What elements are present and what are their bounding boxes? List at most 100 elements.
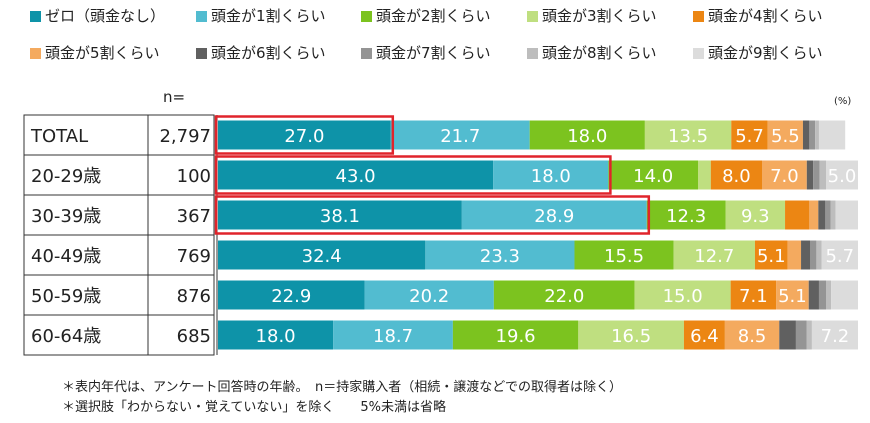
bar-segment — [461, 200, 647, 230]
legend-item-3: 頭金が2割くらい — [361, 6, 491, 26]
data-label: 18.7 — [373, 326, 413, 347]
data-label: 20.2 — [409, 286, 449, 307]
data-label: 16.5 — [611, 326, 651, 347]
data-label: 14.0 — [633, 166, 673, 187]
n-header: n= — [163, 88, 186, 106]
bar-segment — [762, 160, 807, 190]
row-label: 30-39歳 — [31, 206, 101, 227]
highlight-box — [214, 155, 612, 195]
data-label: 6.4 — [690, 326, 719, 347]
bar-segment — [835, 200, 858, 230]
legend-label: 頭金が1割くらい — [211, 7, 326, 25]
data-label: 27.0 — [284, 126, 324, 147]
bar-segment — [218, 240, 426, 270]
legend-item-10: 頭金が9割くらい — [693, 43, 823, 63]
legend-label: 頭金が5割くらい — [45, 44, 160, 62]
data-label: 7.1 — [739, 286, 768, 307]
bar-segment — [333, 320, 453, 350]
legend-label: ゼロ（頭金なし） — [45, 7, 166, 25]
legend-swatch — [527, 11, 538, 22]
bar-segment — [816, 240, 822, 270]
bar-segment — [818, 280, 826, 310]
highlight-box — [214, 115, 395, 155]
legend-item-1: ゼロ（頭金なし） — [30, 6, 165, 26]
bar-segment — [364, 280, 494, 310]
bar-segment — [710, 160, 762, 190]
legend-swatch — [30, 48, 41, 59]
legend-item-4: 頭金が3割くらい — [527, 6, 657, 26]
bar-segment — [826, 160, 858, 190]
bar-segment — [813, 160, 820, 190]
bar-segment — [818, 120, 846, 150]
data-label: 19.6 — [496, 326, 536, 347]
data-label: 18.0 — [256, 326, 296, 347]
bar-segment — [779, 320, 796, 350]
bar-segment — [809, 120, 816, 150]
legend-label: 頭金が3割くらい — [542, 7, 657, 25]
row-n: 100 — [177, 166, 211, 187]
bar-segment — [725, 200, 786, 230]
bar-segment — [806, 320, 812, 350]
bar-segment — [825, 200, 831, 230]
bar-segment — [818, 200, 826, 230]
bar-segment — [218, 280, 365, 310]
bar-segment — [826, 280, 832, 310]
data-label: 5.0 — [828, 166, 857, 187]
bar-segment — [815, 120, 819, 150]
bar-segment — [731, 120, 768, 150]
legend-item-2: 頭金が1割くらい — [196, 6, 326, 26]
bar-segment — [831, 280, 858, 310]
bar-segment — [390, 120, 530, 150]
legend-swatch — [527, 48, 538, 59]
footnote-2: ＊選択肢「わからない・覚えていない」を除く 5%未満は省略 — [62, 400, 446, 415]
row-n: 876 — [177, 286, 211, 307]
footnote-1: ＊表内年代は、アンケート回答時の年齢。 n＝持家購入者（相続・譲渡などでの取得者… — [62, 380, 622, 395]
bar-segment — [819, 160, 826, 190]
bar-segment — [830, 200, 836, 230]
row-label: 60-64歳 — [31, 326, 101, 347]
data-label: 8.5 — [738, 326, 767, 347]
data-label: 22.0 — [544, 286, 584, 307]
row-label: TOTAL — [30, 126, 88, 147]
data-label: 28.9 — [534, 206, 574, 227]
data-label: 32.4 — [302, 246, 342, 267]
legend-swatch — [30, 11, 41, 22]
bar-segment — [808, 280, 819, 310]
bar-segment — [801, 240, 810, 270]
row-n: 367 — [177, 206, 211, 227]
data-label: 5.7 — [735, 126, 764, 147]
legend-label: 頭金が2割くらい — [376, 7, 491, 25]
data-label: 18.0 — [531, 166, 571, 187]
bar-segment — [724, 320, 780, 350]
bar-segment — [767, 120, 803, 150]
legend-item-8: 頭金が7割くらい — [361, 43, 491, 63]
bar-segment — [785, 200, 810, 230]
data-label: 5.5 — [771, 126, 800, 147]
bar-segment — [634, 280, 731, 310]
bar-segment — [425, 240, 575, 270]
bar-segment — [754, 240, 788, 270]
legend-label: 頭金が4割くらい — [708, 7, 823, 25]
bar-segment — [795, 320, 807, 350]
data-label: 13.5 — [668, 126, 708, 147]
legend-swatch — [693, 48, 704, 59]
data-label: 12.7 — [694, 246, 734, 267]
legend-item-9: 頭金が8割くらい — [527, 43, 657, 63]
legend-item-7: 頭金が6割くらい — [196, 43, 326, 63]
legend-item-6: 頭金が5割くらい — [30, 43, 160, 63]
highlight-box — [214, 195, 651, 235]
bar-segment — [529, 120, 645, 150]
bar-segment — [810, 240, 817, 270]
data-label: 5.1 — [778, 286, 807, 307]
data-label: 21.7 — [440, 126, 480, 147]
bar-segment — [730, 280, 777, 310]
data-label: 43.0 — [336, 166, 376, 187]
bar-segment — [493, 160, 609, 190]
legend-swatch — [361, 11, 372, 22]
data-label: 38.1 — [320, 206, 360, 227]
data-label: 15.0 — [663, 286, 703, 307]
row-n: 769 — [177, 246, 211, 267]
bar-segment — [811, 320, 858, 350]
bar-segment — [218, 200, 462, 230]
